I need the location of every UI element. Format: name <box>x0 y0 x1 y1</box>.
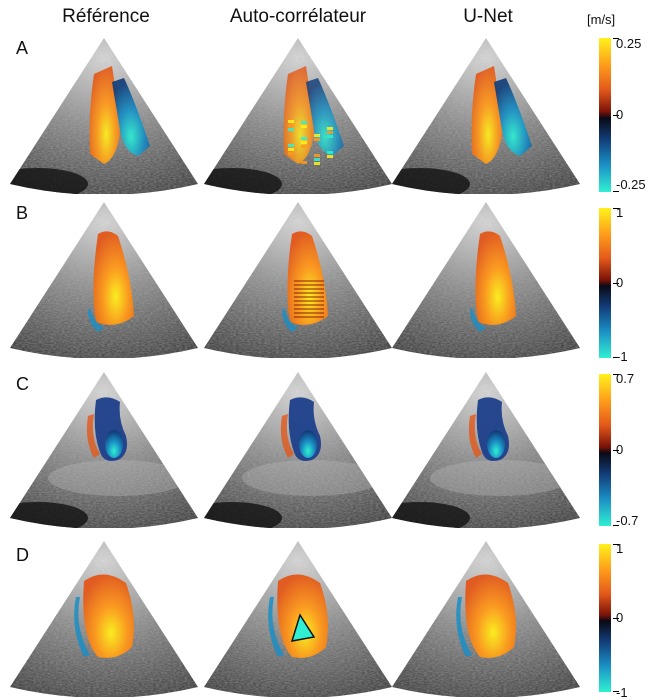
colorbar-min-label: -1 <box>616 349 628 364</box>
colorbar-max-label: 1 <box>616 205 624 220</box>
colorbar-mid-label: 0 <box>616 610 624 625</box>
ultrasound-sector-image <box>392 372 580 528</box>
color-doppler-overlay <box>268 574 328 658</box>
panel-c-unet <box>390 368 590 528</box>
column-title-unet: U-Net <box>463 6 513 27</box>
panel-d-unet <box>390 537 590 697</box>
colorbar-mid-label: 0 <box>616 107 624 122</box>
colorbar-max-label: 0.25 <box>616 36 642 51</box>
row-label-a: A <box>16 38 29 58</box>
ultrasound-sector-image <box>204 372 392 528</box>
panel-c-reference <box>8 368 208 528</box>
panel-a-reference <box>8 34 208 194</box>
color-doppler-overlay <box>280 397 321 461</box>
column-title-reference: Référence <box>62 6 150 27</box>
panel-d-reference <box>8 537 208 697</box>
color-doppler-overlay <box>456 574 516 658</box>
ultrasound-sector-image <box>10 38 198 194</box>
color-doppler-overlay <box>468 397 509 461</box>
panel-b-reference <box>8 198 208 358</box>
color-doppler-overlay <box>283 66 344 165</box>
ultrasound-sector-image <box>10 541 198 697</box>
panel-d-autocorrelator <box>202 537 402 697</box>
panel-c-autocorrelator <box>202 368 402 528</box>
color-doppler-overlay <box>282 231 328 332</box>
ultrasound-sector-image <box>10 202 198 358</box>
colorbar-tick <box>613 374 619 375</box>
color-doppler-overlay <box>89 66 150 164</box>
colorbar-tick <box>613 691 619 692</box>
colorbar-tick <box>613 191 619 192</box>
colorbar-mid-label: 0 <box>616 442 624 457</box>
colorbar-d: 1 0 -1 <box>599 542 628 700</box>
colorbar-tick <box>613 544 619 545</box>
row-label-d: D <box>16 545 29 565</box>
colorbar-c: 0.7 0 -0.7 <box>599 372 638 528</box>
panel-b-autocorrelator <box>202 198 402 358</box>
ultrasound-sector-image <box>392 38 580 194</box>
colorbar-tick <box>613 525 619 526</box>
color-doppler-overlay <box>471 66 532 164</box>
colorbar-gradient <box>599 374 611 526</box>
unit-label: [m/s] <box>587 12 616 27</box>
color-doppler-overlay <box>74 574 134 658</box>
ultrasound-sector-image <box>204 541 392 697</box>
colorbar-tick <box>613 618 619 619</box>
row-label-b: B <box>16 203 29 223</box>
colorbar-gradient <box>599 38 611 192</box>
colorbar-min-label: -0.25 <box>616 177 646 192</box>
colorbar-min-label: -1 <box>616 685 628 700</box>
ultrasound-sector-image <box>392 202 580 358</box>
colorbar-tick <box>613 450 619 451</box>
colorbar-a: 0.25 0 -0.25 <box>599 37 646 192</box>
ultrasound-sector-image <box>204 202 392 358</box>
colorbar-gradient <box>599 544 611 692</box>
panel-a-unet <box>390 34 590 194</box>
row-label-c: C <box>16 374 29 394</box>
color-doppler-overlay <box>86 397 127 461</box>
colorbar-max-label: 0.7 <box>616 371 635 386</box>
color-doppler-overlay <box>88 231 134 332</box>
colorbar-mid-label: 0 <box>616 275 624 290</box>
ultrasound-sector-image <box>392 541 580 697</box>
panel-b-unet <box>390 198 590 358</box>
colorbar-gradient <box>599 208 611 358</box>
column-title-autocorrelator: Auto-corrélateur <box>229 6 367 27</box>
colorbar-min-label: -0.7 <box>616 513 639 528</box>
colorbar-tick <box>613 208 619 209</box>
colorbar-max-label: 1 <box>616 541 624 556</box>
ultrasound-sector-image <box>10 372 198 528</box>
colorbar-tick <box>613 357 619 358</box>
panel-a-autocorrelator <box>202 34 402 194</box>
color-doppler-overlay <box>470 231 516 332</box>
ultrasound-sector-image <box>204 38 392 194</box>
colorbar-tick <box>613 38 619 39</box>
colorbar-b: 1 0 -1 <box>599 206 628 364</box>
colorbar-tick <box>613 283 619 284</box>
colorbar-tick <box>613 115 619 116</box>
